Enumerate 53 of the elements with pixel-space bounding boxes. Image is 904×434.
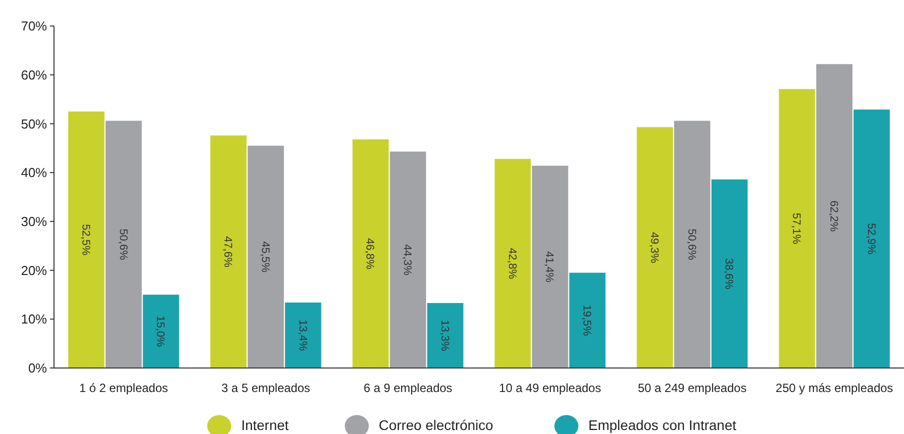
y-tick-label: 40% bbox=[20, 165, 48, 180]
data-label: 15,0% bbox=[154, 316, 166, 348]
data-label: 45,5% bbox=[258, 241, 271, 273]
data-label: 47,6% bbox=[222, 236, 234, 268]
x-tick-label: 1 ó 2 empleados bbox=[79, 381, 168, 395]
bar bbox=[248, 146, 284, 368]
bar bbox=[569, 272, 606, 368]
bar bbox=[711, 179, 748, 368]
data-label: 13,4% bbox=[296, 320, 308, 352]
data-label: 57,1% bbox=[790, 212, 802, 244]
bar bbox=[494, 158, 531, 368]
data-label: 52,5% bbox=[79, 224, 92, 256]
y-tick-label: 50% bbox=[20, 116, 48, 132]
x-tick-label: 250 y más empleados bbox=[776, 381, 894, 395]
bar bbox=[636, 127, 673, 368]
y-tick-label: 10% bbox=[20, 312, 48, 327]
bar bbox=[352, 139, 389, 368]
bar bbox=[142, 294, 180, 368]
legend-label: Internet bbox=[241, 417, 289, 433]
y-tick-label: 30% bbox=[20, 214, 48, 229]
x-tick-label: 10 a 49 empleados bbox=[499, 381, 602, 395]
bar bbox=[532, 166, 568, 368]
bar bbox=[816, 64, 852, 368]
bar bbox=[778, 89, 816, 368]
bar bbox=[106, 120, 142, 368]
bar bbox=[674, 120, 710, 368]
data-label: 50,6% bbox=[685, 228, 698, 260]
legend-label: Empleados con Intranet bbox=[588, 417, 736, 433]
data-label: 49,3% bbox=[648, 232, 660, 264]
bar bbox=[68, 112, 104, 368]
data-label: 44,3% bbox=[401, 244, 414, 276]
data-label: 13,3% bbox=[438, 320, 450, 352]
data-label: 52,9% bbox=[864, 223, 877, 255]
data-label: 41,4% bbox=[543, 251, 556, 283]
x-tick-label: 3 a 5 empleados bbox=[221, 381, 310, 395]
data-label: 38,6% bbox=[722, 258, 735, 290]
bar bbox=[390, 152, 426, 368]
bar bbox=[285, 302, 322, 368]
y-tick-label: 20% bbox=[20, 262, 48, 278]
bar bbox=[427, 303, 464, 368]
data-label: 42,8% bbox=[506, 248, 518, 280]
y-tick-label: 70% bbox=[20, 18, 48, 34]
data-label: 50,6% bbox=[116, 228, 129, 260]
x-tick-label: 6 a 9 empleados bbox=[364, 381, 452, 395]
y-tick-label: 0% bbox=[28, 360, 48, 376]
y-tick-label: 60% bbox=[20, 67, 48, 82]
legend-label: Correo electrónico bbox=[378, 417, 494, 433]
data-label: 19,5% bbox=[580, 304, 593, 336]
bar bbox=[854, 110, 890, 368]
data-label: 46,8% bbox=[364, 238, 376, 270]
bar bbox=[210, 135, 247, 368]
x-tick-label: 50 a 249 empleados bbox=[638, 381, 747, 395]
data-label: 62,2% bbox=[828, 200, 840, 232]
